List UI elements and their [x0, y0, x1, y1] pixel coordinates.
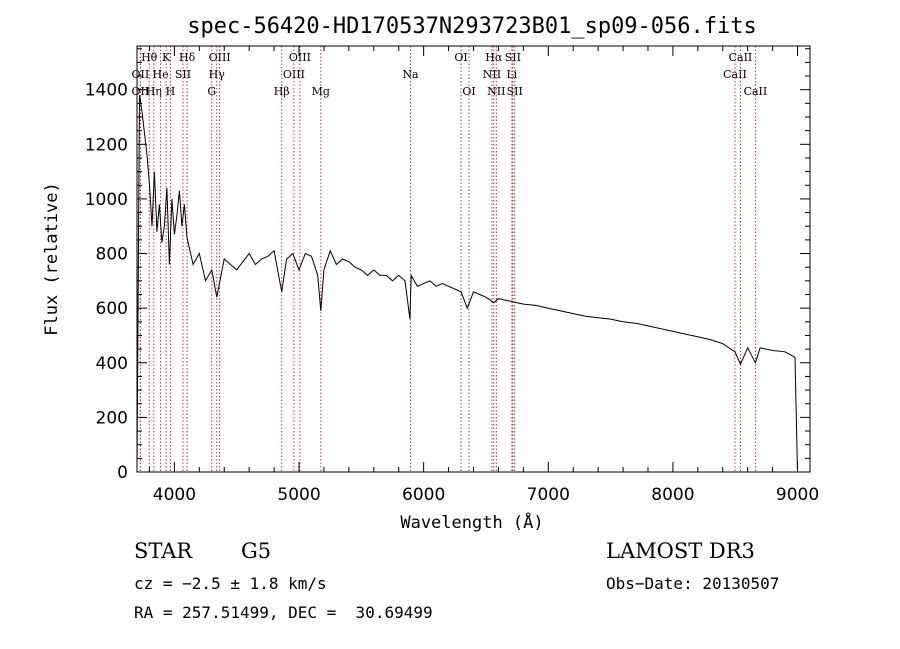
- y-tick-label-600: 600: [96, 299, 128, 319]
- x-tick-label-8000: 8000: [651, 485, 694, 505]
- y-tick-label-200: 200: [96, 408, 128, 428]
- ra-dec-coordinates: RA = 257.51499, DEC = 30.69499: [134, 603, 433, 622]
- marker-label-sii-24: SII: [507, 85, 523, 98]
- x-tick-label-6000: 6000: [402, 485, 445, 505]
- axis-ticks: 4000 5000 6000 7000 8000 9000 0 200 400 600 800 100…: [85, 46, 819, 505]
- marker-label-sii-23: SII: [505, 51, 521, 64]
- chart-title: spec-56420-HD170537N293723B01_sp09-056.f…: [187, 14, 757, 39]
- x-tick-label-9000: 9000: [776, 485, 819, 505]
- marker-label-h-6: H: [166, 85, 176, 98]
- marker-label-caii-25: CaII: [723, 68, 747, 81]
- marker-label-oi-18: OI: [462, 85, 475, 98]
- marker-label-oii-2: OII: [132, 85, 150, 98]
- marker-label-oiii-11: OIII: [209, 51, 231, 64]
- survey-name: LAMOST DR3: [606, 539, 755, 563]
- marker-label-mg-15: Mg: [312, 85, 330, 98]
- marker-label-na-16: Na: [402, 68, 419, 81]
- marker-label-oiii-13: OIII: [283, 68, 305, 81]
- marker-label-g-9: G: [207, 85, 216, 98]
- x-tick-label-4000: 4000: [153, 485, 196, 505]
- spectrum-series-line: [136, 95, 798, 473]
- spectral-line-markers: OIIHθOIIHηHeKHSIIHδGHγOIIIHβOIIIOIIIMgNa…: [132, 46, 768, 472]
- x-axis-label: Wavelength (Å): [400, 511, 543, 533]
- marker-label-nii-21: NII: [487, 85, 505, 98]
- marker-label-nii-19: NII: [483, 68, 501, 81]
- marker-label-hγ-10: Hγ: [209, 68, 226, 81]
- y-tick-label-1200: 1200: [85, 135, 128, 155]
- object-class: STAR: [134, 539, 193, 563]
- marker-label-hθ-1: Hθ: [141, 51, 158, 64]
- y-tick-label-1400: 1400: [85, 81, 128, 101]
- marker-label-hα-20: Hα: [485, 51, 503, 64]
- marker-label-k-5: K: [162, 51, 171, 64]
- y-tick-label-400: 400: [96, 354, 128, 374]
- x-tick-label-5000: 5000: [277, 485, 320, 505]
- redshift-cz: cz = −2.5 ± 1.8 km/s: [134, 574, 327, 593]
- y-axis-label: Flux (relative): [42, 182, 62, 336]
- plot-frame: [136, 45, 811, 473]
- y-tick-label-0: 0: [117, 463, 128, 483]
- marker-label-he-4: He: [153, 68, 169, 81]
- marker-label-caii-27: CaII: [744, 85, 768, 98]
- marker-label-oi-17: OI: [454, 51, 467, 64]
- object-subclass: G5: [241, 539, 272, 563]
- x-tick-label-7000: 7000: [527, 485, 570, 505]
- y-tick-label-1000: 1000: [85, 190, 128, 210]
- marker-label-hβ-12: Hβ: [274, 85, 290, 98]
- marker-label-sii-7: SII: [175, 68, 191, 81]
- marker-label-hδ-8: Hδ: [179, 51, 196, 64]
- marker-label-oiii-14: OIII: [289, 51, 311, 64]
- y-tick-label-800: 800: [96, 245, 128, 265]
- observation-date: Obs−Date: 20130507: [606, 574, 780, 593]
- marker-label-li-22: Li: [506, 68, 517, 81]
- marker-label-caii-26: CaII: [729, 51, 753, 64]
- marker-label-hη-3: Hη: [146, 85, 162, 98]
